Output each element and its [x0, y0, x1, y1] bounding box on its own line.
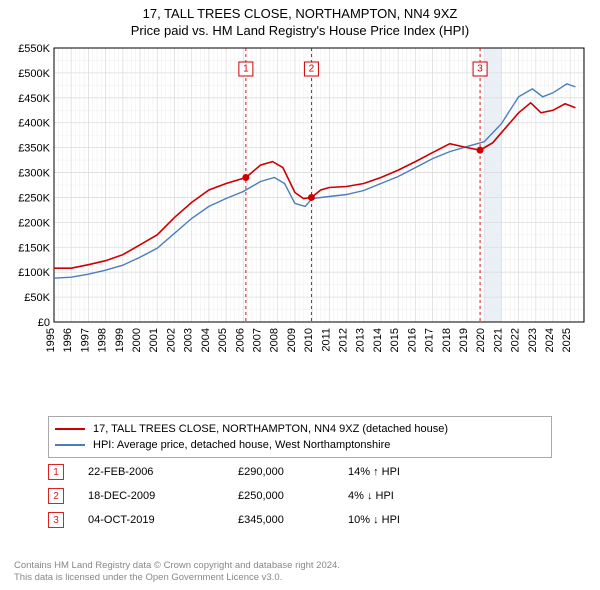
svg-text:2020: 2020: [475, 328, 487, 352]
svg-text:2010: 2010: [303, 328, 315, 352]
svg-text:2005: 2005: [217, 328, 229, 352]
svg-text:2016: 2016: [406, 328, 418, 352]
svg-text:2006: 2006: [234, 328, 246, 352]
svg-text:£500K: £500K: [18, 68, 50, 80]
svg-text:£50K: £50K: [24, 292, 50, 304]
event-marker: 3: [48, 512, 64, 528]
svg-text:£550K: £550K: [18, 44, 50, 55]
svg-text:2025: 2025: [561, 328, 573, 352]
svg-text:2012: 2012: [338, 328, 350, 352]
svg-text:2015: 2015: [389, 328, 401, 352]
legend-swatch: [55, 428, 85, 430]
legend-row: 17, TALL TREES CLOSE, NORTHAMPTON, NN4 9…: [55, 421, 545, 437]
svg-text:1: 1: [243, 64, 249, 75]
svg-text:2009: 2009: [286, 328, 298, 352]
svg-text:3: 3: [477, 64, 483, 75]
svg-text:£100K: £100K: [18, 267, 50, 279]
svg-text:2003: 2003: [183, 328, 195, 352]
svg-text:2002: 2002: [165, 328, 177, 352]
svg-text:2007: 2007: [251, 328, 263, 352]
svg-text:2004: 2004: [200, 328, 212, 352]
event-marker: 2: [48, 488, 64, 504]
footer-line1: Contains HM Land Registry data © Crown c…: [14, 560, 340, 572]
title-line1: 17, TALL TREES CLOSE, NORTHAMPTON, NN4 9…: [0, 6, 600, 21]
svg-text:1998: 1998: [97, 328, 109, 352]
event-date: 04-OCT-2019: [88, 514, 238, 526]
svg-text:1997: 1997: [79, 328, 91, 352]
svg-text:£350K: £350K: [18, 143, 50, 155]
svg-text:2000: 2000: [131, 328, 143, 352]
legend-label: 17, TALL TREES CLOSE, NORTHAMPTON, NN4 9…: [93, 423, 448, 435]
legend-swatch: [55, 444, 85, 446]
svg-text:£200K: £200K: [18, 217, 50, 229]
svg-text:£250K: £250K: [18, 192, 50, 204]
event-row: 3 04-OCT-2019£345,00010% ↓ HPI: [48, 508, 552, 532]
svg-text:£300K: £300K: [18, 168, 50, 180]
svg-text:2014: 2014: [372, 328, 384, 352]
svg-text:2023: 2023: [527, 328, 539, 352]
event-row: 1 22-FEB-2006£290,00014% ↑ HPI: [48, 460, 552, 484]
event-marker: 1: [48, 464, 64, 480]
sale-events: 1 22-FEB-2006£290,00014% ↑ HPI 2 18-DEC-200…: [48, 460, 552, 532]
svg-text:£400K: £400K: [18, 118, 50, 130]
svg-text:1999: 1999: [114, 328, 126, 352]
svg-text:£450K: £450K: [18, 93, 50, 105]
svg-text:2021: 2021: [492, 328, 504, 352]
event-diff: 10% ↓ HPI: [348, 514, 468, 526]
svg-text:£150K: £150K: [18, 242, 50, 254]
svg-text:2001: 2001: [148, 328, 160, 352]
footer-line2: This data is licensed under the Open Gov…: [14, 572, 340, 584]
event-price: £250,000: [238, 490, 348, 502]
svg-text:2011: 2011: [320, 328, 332, 352]
legend-row: HPI: Average price, detached house, West…: [55, 437, 545, 453]
svg-text:£0: £0: [38, 317, 50, 329]
price-chart: 1 2 3 £0 £50K £100K £150K £200K £250K £300K £350K £…: [8, 44, 592, 364]
event-row: 2 18-DEC-2009£250,0004% ↓ HPI: [48, 484, 552, 508]
svg-text:2017: 2017: [424, 328, 436, 352]
event-price: £290,000: [238, 466, 348, 478]
event-diff: 14% ↑ HPI: [348, 466, 468, 478]
svg-text:2008: 2008: [269, 328, 281, 352]
footer-attribution: Contains HM Land Registry data © Crown c…: [14, 560, 340, 584]
svg-text:2019: 2019: [458, 328, 470, 352]
svg-text:2022: 2022: [510, 328, 522, 352]
event-date: 18-DEC-2009: [88, 490, 238, 502]
event-diff: 4% ↓ HPI: [348, 490, 468, 502]
legend: 17, TALL TREES CLOSE, NORTHAMPTON, NN4 9…: [48, 416, 552, 458]
legend-label: HPI: Average price, detached house, West…: [93, 439, 390, 451]
svg-text:2: 2: [309, 64, 315, 75]
title-line2: Price paid vs. HM Land Registry's House …: [0, 23, 600, 38]
svg-text:1995: 1995: [45, 328, 57, 352]
svg-text:2024: 2024: [544, 328, 556, 352]
event-price: £345,000: [238, 514, 348, 526]
svg-text:2018: 2018: [441, 328, 453, 352]
svg-text:1996: 1996: [62, 328, 74, 352]
svg-text:2013: 2013: [355, 328, 367, 352]
event-date: 22-FEB-2006: [88, 466, 238, 478]
